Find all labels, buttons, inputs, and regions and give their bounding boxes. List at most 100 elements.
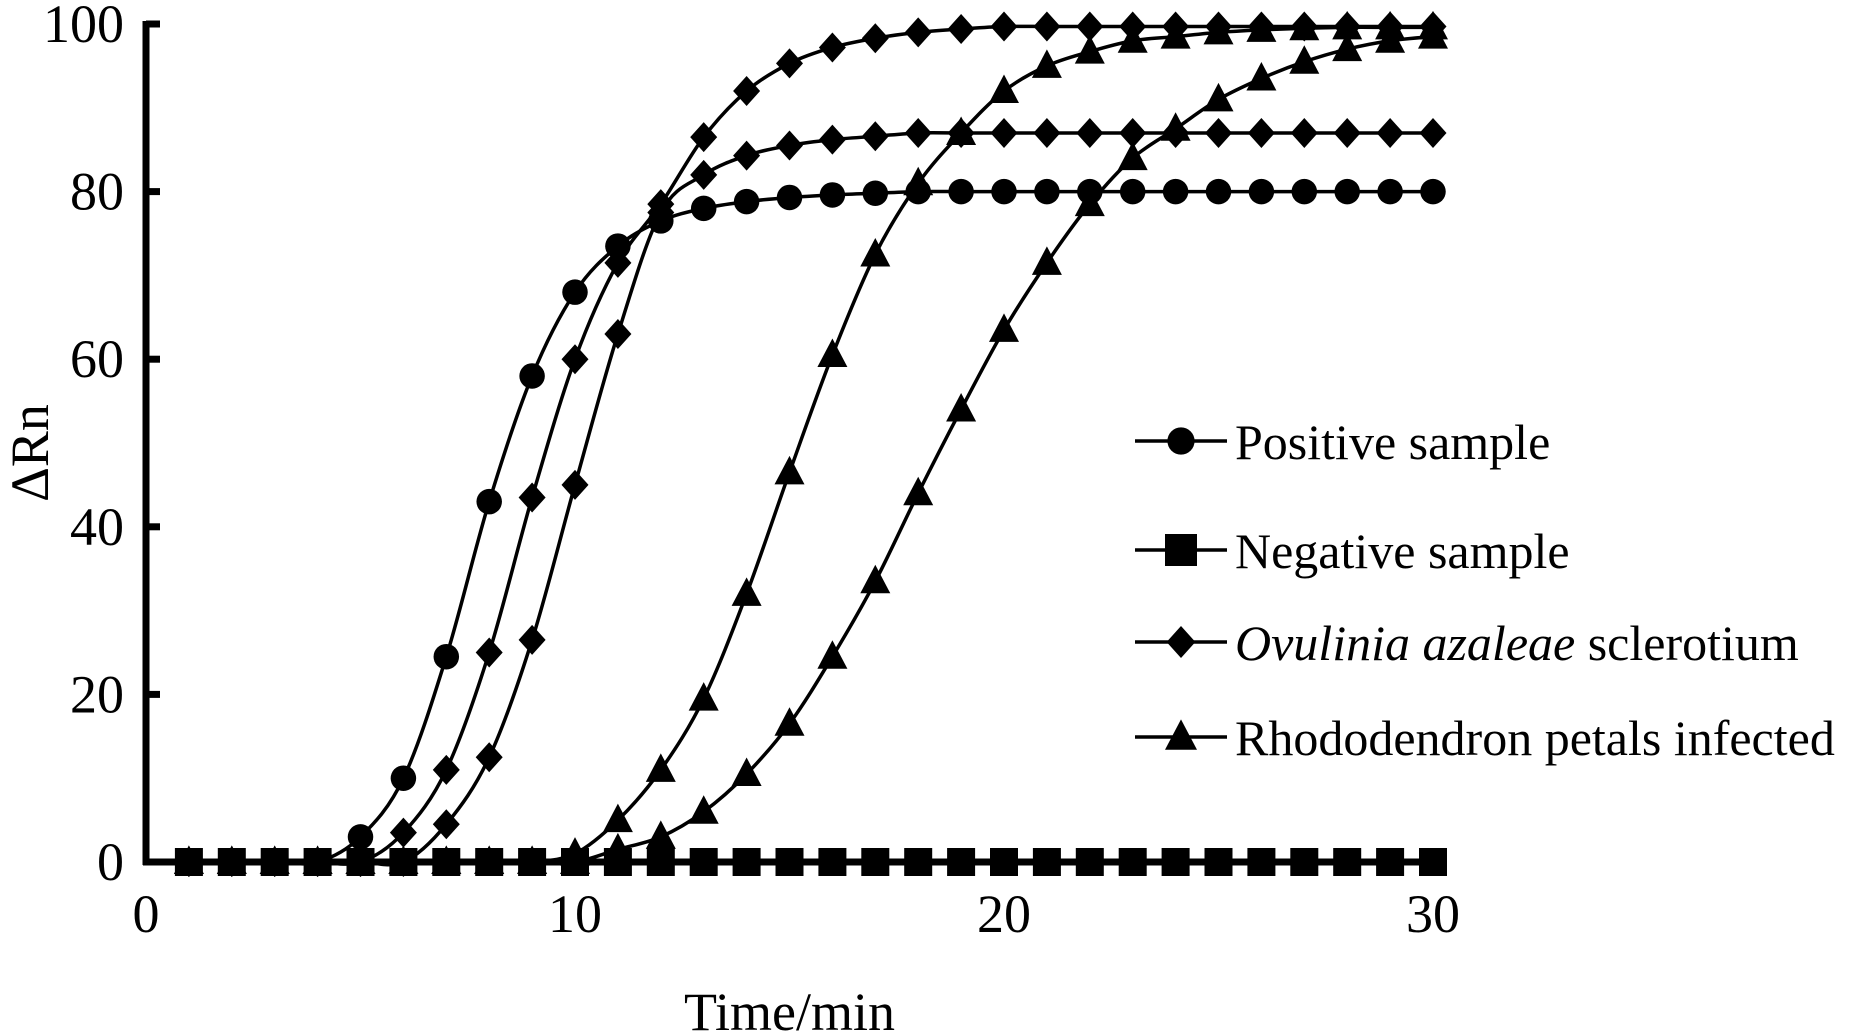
triangle-marker (1375, 24, 1406, 53)
diamond-marker (432, 809, 460, 840)
diamond-marker (818, 32, 846, 63)
circle-marker (991, 178, 1017, 205)
x-tick-label: 10 (548, 884, 602, 944)
legend-label-part: sclerotium (1575, 615, 1799, 671)
triangle-marker (645, 820, 676, 849)
triangle-marker (774, 707, 805, 736)
legend-label-part: Ovulinia azaleae (1235, 615, 1575, 671)
diamond-marker (561, 344, 589, 375)
triangle-marker (989, 313, 1019, 342)
circle-marker (347, 824, 374, 850)
triangle-marker (817, 338, 848, 368)
circle-marker (733, 188, 760, 215)
legend-item: Positive sample (1135, 414, 1550, 470)
triangle-marker (903, 166, 934, 196)
triangle-marker (817, 640, 848, 669)
circle-marker (1334, 178, 1360, 205)
triangle-marker (774, 455, 805, 485)
y-tick-label: 0 (97, 832, 124, 892)
triangle-marker (1031, 246, 1062, 275)
circle-marker (1167, 427, 1195, 455)
diamond-marker (818, 124, 846, 155)
triangle-marker (1332, 10, 1363, 40)
diamond-marker (518, 482, 546, 513)
diamond-marker (733, 140, 761, 171)
legend-item: Ovulinia azaleae sclerotium (1135, 615, 1799, 671)
diamond-marker (1033, 11, 1061, 42)
circle-marker (1248, 178, 1275, 205)
diamond-marker (475, 742, 503, 773)
ticks-layer: 0 20 40 60 80 100 0 10 20 30 (43, 0, 1460, 944)
triangle-marker (1203, 15, 1234, 45)
diamond-marker (1166, 626, 1196, 658)
diamond-marker (1119, 117, 1147, 148)
circle-marker (819, 182, 846, 208)
circle-marker (476, 488, 502, 515)
diamond-marker (1076, 117, 1104, 148)
legend-item: Rhododendron petals infected (1135, 710, 1835, 766)
triangle-marker (860, 564, 891, 594)
triangle-marker (1203, 82, 1234, 112)
circle-marker (1420, 178, 1446, 205)
y-axis-label: ΔRn (0, 404, 60, 502)
triangle-marker (1117, 24, 1148, 53)
circle-marker (390, 765, 417, 791)
diamond-marker (604, 319, 632, 350)
legend-label: Rhododendron petals infected (1235, 710, 1835, 766)
circle-marker (1119, 178, 1146, 205)
triangle-marker (860, 237, 891, 267)
diamond-marker (690, 122, 718, 153)
y-tick-label: 20 (70, 664, 124, 724)
circle-marker (1205, 178, 1232, 205)
x-axis-label: Time/min (684, 982, 895, 1036)
diamond-marker (861, 121, 889, 152)
triangle-marker (688, 795, 719, 824)
diamond-marker (904, 117, 932, 148)
triangle-marker (946, 116, 977, 145)
diamond-marker (518, 624, 546, 655)
triangle-marker (1165, 719, 1197, 750)
circle-marker (519, 363, 545, 389)
circle-marker (948, 178, 974, 205)
triangle-marker (731, 577, 762, 606)
diamond-marker (1333, 117, 1361, 148)
circle-marker (1291, 178, 1318, 205)
circle-marker (690, 195, 717, 222)
diamond-marker (1205, 117, 1232, 148)
legend-label-part: Negative sample (1235, 523, 1570, 579)
x-tick-label: 30 (1406, 884, 1460, 944)
triangle-marker (1117, 141, 1148, 171)
diamond-marker (604, 247, 632, 278)
circle-marker (776, 184, 803, 211)
triangle-marker (1289, 45, 1320, 74)
x-tick-label: 20 (977, 884, 1031, 944)
circle-marker (433, 643, 460, 670)
y-tick-label: 40 (70, 497, 124, 557)
diamond-marker (647, 197, 675, 228)
diamond-marker (432, 754, 460, 785)
legend-item: Negative sample (1135, 523, 1570, 579)
triangle-marker (946, 392, 977, 422)
square-marker (1165, 534, 1197, 566)
diamond-marker (904, 17, 932, 48)
triangle-marker (1246, 13, 1277, 42)
diamond-marker (690, 159, 718, 190)
diamond-marker (1419, 117, 1447, 148)
legend-label: Ovulinia azaleae sclerotium (1235, 615, 1799, 671)
triangle-marker (645, 753, 676, 782)
x-tick-label: 0 (133, 884, 160, 944)
legend-label-part: Rhododendron petals infected (1235, 710, 1835, 766)
diamond-marker (733, 76, 761, 107)
legend-label: Negative sample (1235, 523, 1570, 579)
triangle-marker (1160, 112, 1191, 141)
diamond-marker (561, 469, 589, 500)
triangle-marker (989, 74, 1019, 104)
y-tick-label: 80 (70, 162, 124, 222)
diamond-marker (990, 11, 1018, 42)
circle-marker (862, 180, 889, 207)
circle-marker (1034, 178, 1060, 205)
triangle-marker (602, 803, 633, 833)
triangle-marker (1289, 11, 1320, 41)
diamond-marker (1033, 117, 1061, 148)
